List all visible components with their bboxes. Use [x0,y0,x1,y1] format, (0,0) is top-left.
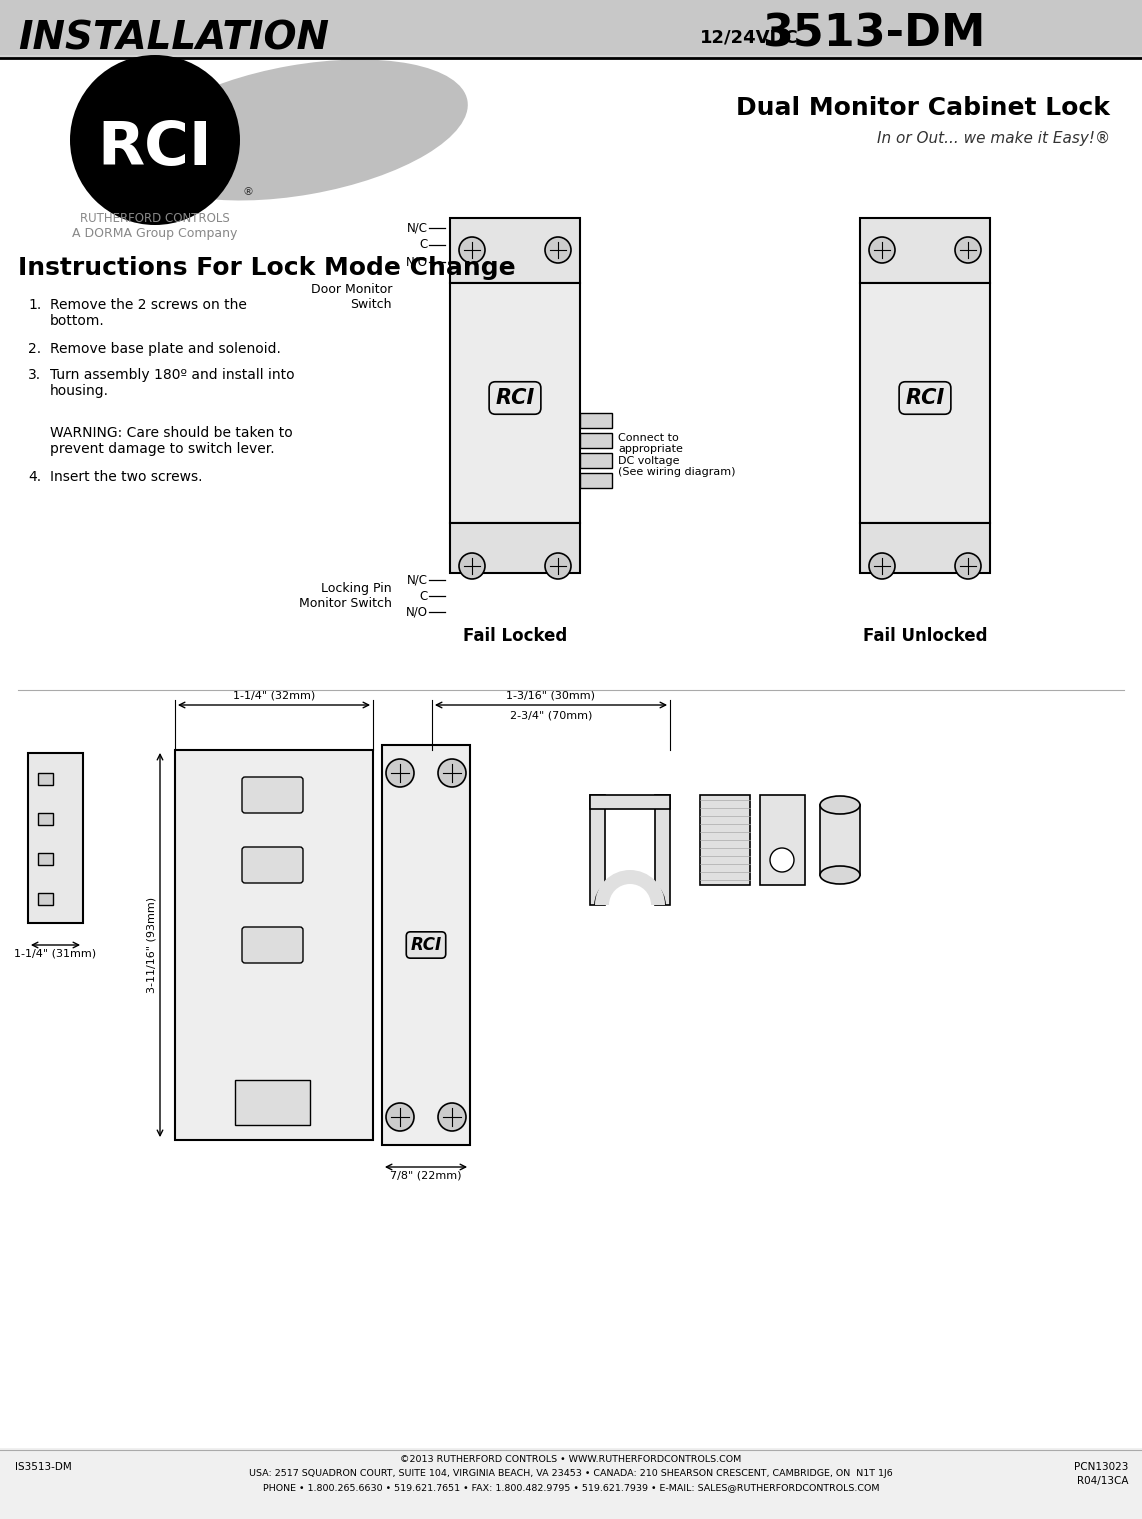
Text: Connect to
appropriate
DC voltage
(See wiring diagram): Connect to appropriate DC voltage (See w… [618,433,735,477]
Circle shape [439,760,466,787]
Text: PCN13023: PCN13023 [1073,1461,1128,1472]
Text: 3.: 3. [29,368,41,381]
Bar [759,794,805,886]
Bar [580,453,612,468]
Ellipse shape [820,796,860,814]
Text: IS3513-DM: IS3513-DM [15,1461,72,1472]
Circle shape [459,237,485,263]
Bar [820,805,860,875]
Bar [29,753,83,924]
Bar [860,283,990,523]
Text: RCI: RCI [410,936,442,954]
Text: 4.: 4. [29,469,41,485]
Text: Insert the two screws.: Insert the two screws. [50,469,202,485]
Text: C: C [420,589,428,603]
Text: In or Out... we make it Easy!®: In or Out... we make it Easy!® [877,131,1110,146]
Circle shape [545,237,571,263]
Text: N/C: N/C [407,574,428,586]
Text: Remove base plate and solenoid.: Remove base plate and solenoid. [50,342,281,355]
Text: C: C [420,238,428,252]
Circle shape [459,553,485,579]
Text: USA: 2517 SQUADRON COURT, SUITE 104, VIRGINIA BEACH, VA 23453 • CANADA: 210 SHEA: USA: 2517 SQUADRON COURT, SUITE 104, VIR… [249,1469,893,1478]
Text: R04/13CA: R04/13CA [1077,1476,1128,1486]
Text: INSTALLATION: INSTALLATION [18,20,329,58]
FancyBboxPatch shape [242,927,303,963]
Text: 1-1/4" (32mm): 1-1/4" (32mm) [233,691,315,700]
Text: Instructions For Lock Mode Change: Instructions For Lock Mode Change [18,257,516,279]
Text: RCI: RCI [98,118,212,178]
Text: Fail Locked: Fail Locked [463,627,568,646]
Text: RCI: RCI [496,387,534,409]
Circle shape [545,553,571,579]
Bar [0,0,1142,55]
Bar [860,523,990,573]
Text: ©2013 RUTHERFORD CONTROLS • WWW.RUTHERFORDCONTROLS.COM: ©2013 RUTHERFORD CONTROLS • WWW.RUTHERFO… [401,1455,741,1464]
FancyBboxPatch shape [242,848,303,883]
Bar [450,523,580,573]
Circle shape [955,553,981,579]
Text: 3-11/16" (93mm): 3-11/16" (93mm) [147,896,156,993]
Text: Turn assembly 180º and install into
housing.: Turn assembly 180º and install into hous… [50,368,295,398]
Text: 12/24VDC: 12/24VDC [700,29,798,47]
Bar [235,1080,309,1126]
Text: 2-3/4" (70mm): 2-3/4" (70mm) [509,711,593,722]
Ellipse shape [820,866,860,884]
Text: WARNING: Care should be taken to
prevent damage to switch lever.: WARNING: Care should be taken to prevent… [50,425,292,456]
Bar [656,794,670,905]
Ellipse shape [132,59,468,201]
Text: Fail Unlocked: Fail Unlocked [862,627,987,646]
Text: N/O: N/O [407,255,428,269]
Text: A DORMA Group Company: A DORMA Group Company [72,228,238,240]
Wedge shape [595,870,665,905]
Text: 2.: 2. [29,342,41,355]
Circle shape [386,760,415,787]
Text: N/C: N/C [407,222,428,234]
Text: Remove the 2 screws on the
bottom.: Remove the 2 screws on the bottom. [50,298,247,328]
FancyBboxPatch shape [242,778,303,813]
Bar [590,794,605,905]
Text: RUTHERFORD CONTROLS: RUTHERFORD CONTROLS [80,211,230,225]
Text: N/O: N/O [407,606,428,618]
Text: 3513-DM: 3513-DM [762,12,986,56]
Bar [175,750,373,1139]
Circle shape [869,237,895,263]
Bar [580,413,612,428]
Bar [38,893,53,905]
Circle shape [439,1103,466,1132]
Text: 1-3/16" (30mm): 1-3/16" (30mm) [507,691,595,700]
Bar [38,854,53,864]
Text: Locking Pin
Monitor Switch: Locking Pin Monitor Switch [299,582,392,611]
Bar [700,794,750,886]
Text: 7/8" (22mm): 7/8" (22mm) [391,1170,461,1180]
Circle shape [955,237,981,263]
Bar [38,773,53,785]
Circle shape [770,848,794,872]
Text: ®: ® [242,187,254,197]
Bar [590,794,670,810]
Bar [580,433,612,448]
Text: 1-1/4" (31mm): 1-1/4" (31mm) [15,948,97,958]
Bar [450,283,580,523]
Text: Door Monitor
Switch: Door Monitor Switch [311,283,392,311]
Circle shape [869,553,895,579]
Bar [38,813,53,825]
Text: RCI: RCI [906,387,944,409]
Bar [450,219,580,283]
Circle shape [70,55,240,225]
Bar [860,219,990,283]
Text: 1.: 1. [29,298,41,311]
Text: PHONE • 1.800.265.6630 • 519.621.7651 • FAX: 1.800.482.9795 • 519.621.7939 • E-M: PHONE • 1.800.265.6630 • 519.621.7651 • … [263,1483,879,1492]
Text: Dual Monitor Cabinet Lock: Dual Monitor Cabinet Lock [737,96,1110,120]
Bar [383,744,471,1145]
Bar [580,472,612,488]
Circle shape [386,1103,415,1132]
Bar [0,1448,1142,1519]
